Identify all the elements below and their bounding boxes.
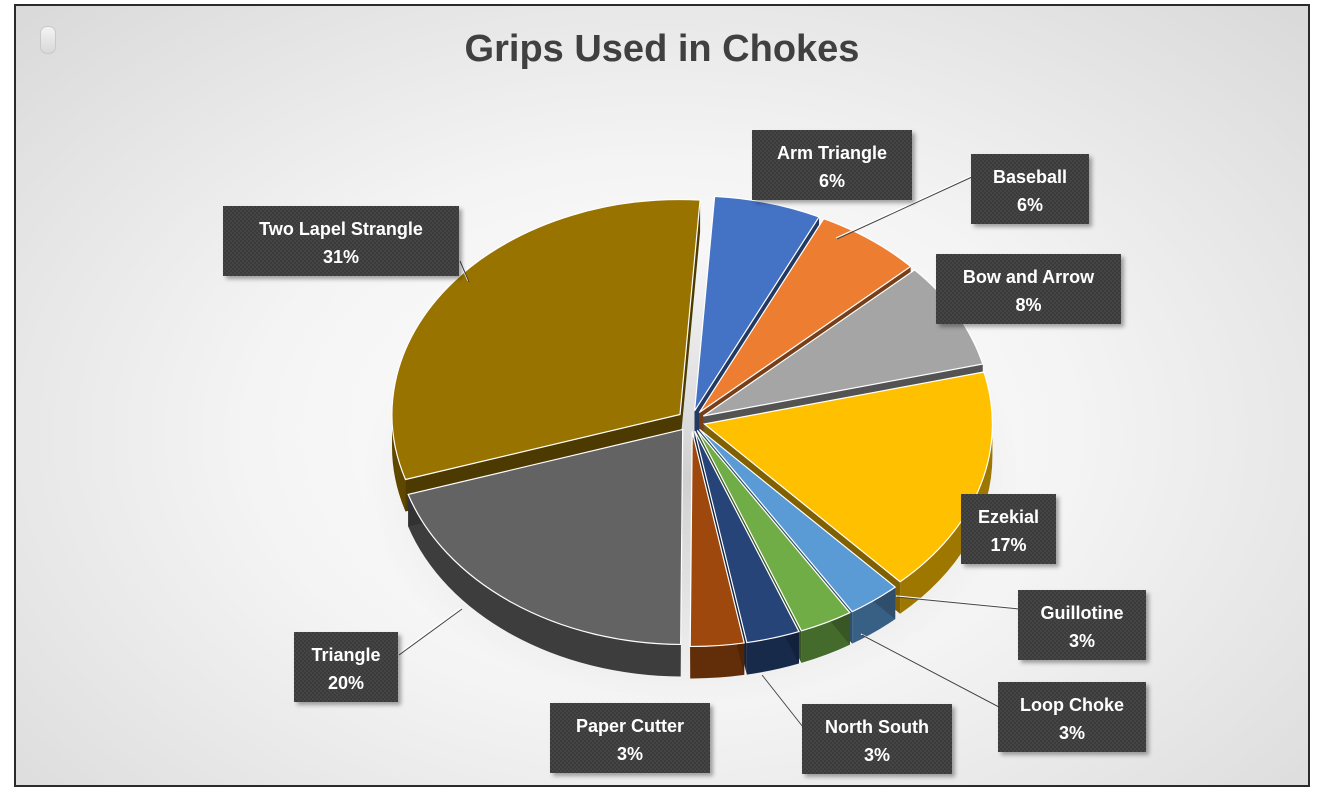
data-label-percent: 20% [328,673,364,693]
leader-line-shadow [459,260,470,283]
pie-slice-wall [408,494,681,677]
leader-line-shadow [896,596,1020,610]
data-label-north-south: North South 3% [802,704,952,774]
pie-slice-loop-choke [696,430,851,632]
data-label-loop-choke: Loop Choke 3% [998,682,1146,752]
resize-handle-icon[interactable] [40,26,56,54]
pie-slice-wall [900,423,993,614]
pie-slice-ezekial [703,371,994,583]
data-label-name: Triangle [311,645,380,665]
data-label-percent: 17% [990,535,1026,555]
data-label-percent: 31% [323,247,359,267]
data-label-paper-cutter: Paper Cutter 3% [550,703,710,773]
data-label-name: Bow and Arrow [963,267,1095,287]
pie-slice-edge [679,200,701,447]
leader-line [835,175,972,239]
data-label-name: North South [825,717,929,737]
data-label-arm-triangle: Arm Triangle 6% [752,130,912,200]
pie-slice-arm-triangle [693,195,820,412]
pie-slice-wall [746,631,799,675]
pie-slice-baseball [698,217,912,414]
data-label-name: Ezekial [978,507,1039,527]
data-label-percent: 8% [1015,295,1041,315]
data-label-percent: 6% [819,171,845,191]
pie-slice-wall [690,642,745,679]
data-label-guillotine: Guillotine 3% [1018,590,1146,660]
data-label-name: Arm Triangle [777,143,887,163]
data-label-percent: 6% [1017,195,1043,215]
data-label-bow-and-arrow: Bow and Arrow 8% [936,254,1121,324]
data-label-two-lapel-strangle: Two Lapel Strangle 31% [223,206,459,276]
pie-slice-guillotine [699,428,897,613]
data-label-ezekial: Ezekial 17% [961,494,1056,564]
data-label-name: Baseball [993,167,1067,187]
data-label-name: Loop Choke [1020,695,1124,715]
leader-line [895,595,1019,609]
pie-slice-paper-cutter [689,431,745,648]
data-label-triangle: Triangle 20% [294,632,398,702]
leader-line-shadow [398,608,463,656]
chart-title: Grips Used in Chokes [464,28,860,70]
data-label-name: Paper Cutter [576,716,684,736]
pie-slice-north-south [694,430,800,644]
data-label-percent: 3% [864,745,890,765]
pie-slice-two-lapel-strangle [391,198,701,481]
leader-line-shadow [836,176,973,240]
data-label-percent: 3% [617,744,643,764]
data-label-percent: 3% [1059,723,1085,743]
leader-line [458,259,469,282]
chart-area: Grips Used in Chokes Arm Triangle 6% Baseb… [14,4,1310,787]
data-label-baseball: Baseball 6% [971,154,1089,224]
data-label-name: Two Lapel Strangle [259,219,423,239]
pie-chart: Arm Triangle 6% Baseball 6% Bow and Arrow 8% E… [223,130,1146,774]
data-label-percent: 3% [1069,631,1095,651]
pie-slice-triangle [407,428,684,646]
leader-line [397,607,462,655]
data-label-name: Guillotine [1041,603,1124,623]
pie-slice-wall [391,414,406,512]
leader-line-shadow [761,674,804,728]
leader-line-shadow [861,634,1000,708]
